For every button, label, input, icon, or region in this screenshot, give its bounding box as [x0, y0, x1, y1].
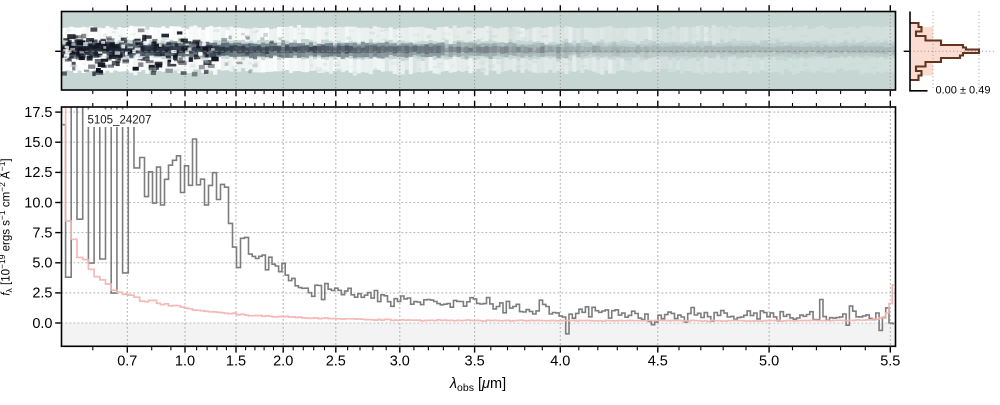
- svg-text:2.0: 2.0: [273, 354, 293, 370]
- svg-text:7.5: 7.5: [32, 225, 52, 241]
- svg-text:0.7: 0.7: [117, 354, 137, 370]
- svg-text:2.5: 2.5: [32, 286, 52, 302]
- svg-text:5.0: 5.0: [759, 354, 779, 370]
- svg-text:λobs [μm]: λobs [μm]: [449, 376, 506, 394]
- svg-text:17.5: 17.5: [24, 105, 52, 121]
- svg-text:3.0: 3.0: [390, 354, 410, 370]
- svg-text:0.0: 0.0: [32, 316, 52, 332]
- svg-text:5.0: 5.0: [32, 256, 52, 272]
- svg-text:1.5: 1.5: [226, 354, 246, 370]
- svg-text:15.0: 15.0: [24, 135, 52, 151]
- svg-text:fλ [10−19 ergs s−1 cm−2 Å−1]: fλ [10−19 ergs s−1 cm−2 Å−1]: [0, 158, 14, 295]
- svg-text:5105_24207: 5105_24207: [88, 115, 152, 127]
- svg-text:12.5: 12.5: [24, 165, 52, 181]
- svg-text:4.0: 4.0: [550, 354, 570, 370]
- svg-text:4.5: 4.5: [648, 354, 668, 370]
- svg-text:1.0: 1.0: [175, 354, 195, 370]
- svg-text:10.0: 10.0: [24, 195, 52, 211]
- svg-text:0.00 ± 0.49: 0.00 ± 0.49: [936, 84, 991, 96]
- svg-text:3.5: 3.5: [465, 354, 485, 370]
- svg-text:5.5: 5.5: [880, 354, 900, 370]
- svg-text:2.5: 2.5: [326, 354, 346, 370]
